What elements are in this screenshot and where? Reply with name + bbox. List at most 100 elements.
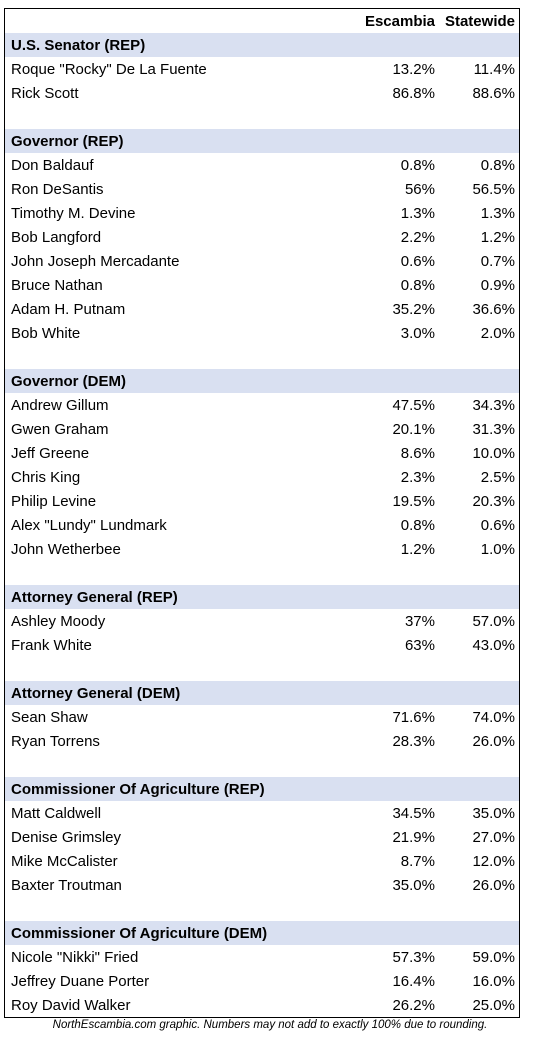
statewide-value: 26.0% <box>472 732 515 750</box>
candidate-name: Alex "Lundy" Lundmark <box>11 516 167 534</box>
escambia-value: 0.8% <box>400 276 435 294</box>
section-header: Governor (REP) <box>5 129 519 153</box>
candidate-row: Rick Scott 86.8% 88.6% <box>5 81 519 105</box>
statewide-value: 0.9% <box>480 276 515 294</box>
candidate-row: Matt Caldwell 34.5% 35.0% <box>5 801 519 825</box>
candidate-row: Chris King 2.3% 2.5% <box>5 465 519 489</box>
candidate-row: Bob Langford 2.2% 1.2% <box>5 225 519 249</box>
statewide-value: 0.8% <box>480 156 515 174</box>
statewide-value: 2.5% <box>480 468 515 486</box>
candidate-name: Nicole "Nikki" Fried <box>11 948 139 966</box>
escambia-value: 16.4% <box>392 972 435 990</box>
candidate-name: Bob Langford <box>11 228 102 246</box>
statewide-value: 26.0% <box>472 876 515 894</box>
escambia-value: 1.3% <box>400 204 435 222</box>
statewide-value: 0.7% <box>480 252 515 270</box>
candidate-name: Andrew Gillum <box>11 396 109 414</box>
candidate-name: John Wetherbee <box>11 540 121 558</box>
escambia-value: 2.2% <box>400 228 435 246</box>
candidate-name: Roy David Walker <box>11 996 131 1014</box>
section-spacer <box>5 657 519 681</box>
statewide-value: 27.0% <box>472 828 515 846</box>
section-header: Commissioner Of Agriculture (REP) <box>5 777 519 801</box>
escambia-value: 47.5% <box>392 396 435 414</box>
section-header: U.S. Senator (REP) <box>5 33 519 57</box>
candidate-name: Matt Caldwell <box>11 804 102 822</box>
section-spacer <box>5 105 519 129</box>
section-header: Governor (DEM) <box>5 369 519 393</box>
column-header-row: Escambia Statewide <box>5 9 519 33</box>
candidate-name: Ashley Moody <box>11 612 106 630</box>
statewide-value: 31.3% <box>472 420 515 438</box>
escambia-value: 8.6% <box>400 444 435 462</box>
escambia-value: 0.8% <box>400 156 435 174</box>
candidate-row: John Wetherbee 1.2% 1.0% <box>5 537 519 561</box>
candidate-row: Nicole "Nikki" Fried 57.3% 59.0% <box>5 945 519 969</box>
escambia-value: 34.5% <box>392 804 435 822</box>
candidate-row: John Joseph Mercadante 0.6% 0.7% <box>5 249 519 273</box>
section-spacer <box>5 753 519 777</box>
candidate-row: Roque "Rocky" De La Fuente 13.2% 11.4% <box>5 57 519 81</box>
candidate-row: Ron DeSantis 56% 56.5% <box>5 177 519 201</box>
statewide-value: 20.3% <box>472 492 515 510</box>
footer-note: NorthEscambia.com graphic. Numbers may n… <box>52 1019 488 1031</box>
statewide-value: 34.3% <box>472 396 515 414</box>
statewide-value: 1.3% <box>480 204 515 222</box>
candidate-name: Bruce Nathan <box>11 276 103 294</box>
section-title: Commissioner Of Agriculture (DEM) <box>11 924 268 942</box>
candidate-name: John Joseph Mercadante <box>11 252 180 270</box>
escambia-value: 28.3% <box>392 732 435 750</box>
section-title: Governor (DEM) <box>11 372 127 390</box>
candidate-row: Jeff Greene 8.6% 10.0% <box>5 441 519 465</box>
section-header: Attorney General (REP) <box>5 585 519 609</box>
candidate-row: Baxter Troutman 35.0% 26.0% <box>5 873 519 897</box>
escambia-value: 0.6% <box>400 252 435 270</box>
escambia-value: 21.9% <box>392 828 435 846</box>
candidate-row: Ashley Moody 37% 57.0% <box>5 609 519 633</box>
escambia-value: 20.1% <box>392 420 435 438</box>
candidate-name: Jeff Greene <box>11 444 90 462</box>
escambia-value: 37% <box>404 612 435 630</box>
escambia-value: 1.2% <box>400 540 435 558</box>
escambia-value: 35.2% <box>392 300 435 318</box>
statewide-value: 59.0% <box>472 948 515 966</box>
statewide-value: 36.6% <box>472 300 515 318</box>
candidate-row: Ryan Torrens 28.3% 26.0% <box>5 729 519 753</box>
escambia-value: 56% <box>404 180 435 198</box>
candidate-name: Rick Scott <box>11 84 79 102</box>
escambia-value: 8.7% <box>400 852 435 870</box>
candidate-row: Bob White 3.0% 2.0% <box>5 321 519 345</box>
escambia-value: 86.8% <box>392 84 435 102</box>
section-spacer <box>5 897 519 921</box>
escambia-value: 19.5% <box>392 492 435 510</box>
candidate-row: Sean Shaw 71.6% 74.0% <box>5 705 519 729</box>
statewide-value: 56.5% <box>472 180 515 198</box>
candidate-row: Bruce Nathan 0.8% 0.9% <box>5 273 519 297</box>
results-body: U.S. Senator (REP) Roque "Rocky" De La Fu… <box>5 33 519 1017</box>
candidate-row: Alex "Lundy" Lundmark 0.8% 0.6% <box>5 513 519 537</box>
candidate-name: Mike McCalister <box>11 852 118 870</box>
escambia-value: 63% <box>404 636 435 654</box>
candidate-row: Mike McCalister 8.7% 12.0% <box>5 849 519 873</box>
section-header: Commissioner Of Agriculture (DEM) <box>5 921 519 945</box>
statewide-value: 11.4% <box>473 60 515 78</box>
candidate-name: Gwen Graham <box>11 420 109 438</box>
candidate-row: Jeffrey Duane Porter 16.4% 16.0% <box>5 969 519 993</box>
candidate-row: Frank White 63% 43.0% <box>5 633 519 657</box>
statewide-value: 10.0% <box>472 444 515 462</box>
statewide-value: 35.0% <box>472 804 515 822</box>
section-header: Attorney General (DEM) <box>5 681 519 705</box>
section-title: Attorney General (DEM) <box>11 684 181 702</box>
candidate-name: Baxter Troutman <box>11 876 122 894</box>
statewide-value: 43.0% <box>472 636 515 654</box>
candidate-name: Chris King <box>11 468 81 486</box>
escambia-value: 57.3% <box>392 948 435 966</box>
candidate-name: Denise Grimsley <box>11 828 122 846</box>
statewide-value: 88.6% <box>472 84 515 102</box>
statewide-value: 25.0% <box>472 996 515 1014</box>
candidate-row: Adam H. Putnam 35.2% 36.6% <box>5 297 519 321</box>
candidate-row: Roy David Walker 26.2% 25.0% <box>5 993 519 1017</box>
candidate-name: Jeffrey Duane Porter <box>11 972 150 990</box>
statewide-value: 16.0% <box>472 972 515 990</box>
statewide-value: 2.0% <box>480 324 515 342</box>
